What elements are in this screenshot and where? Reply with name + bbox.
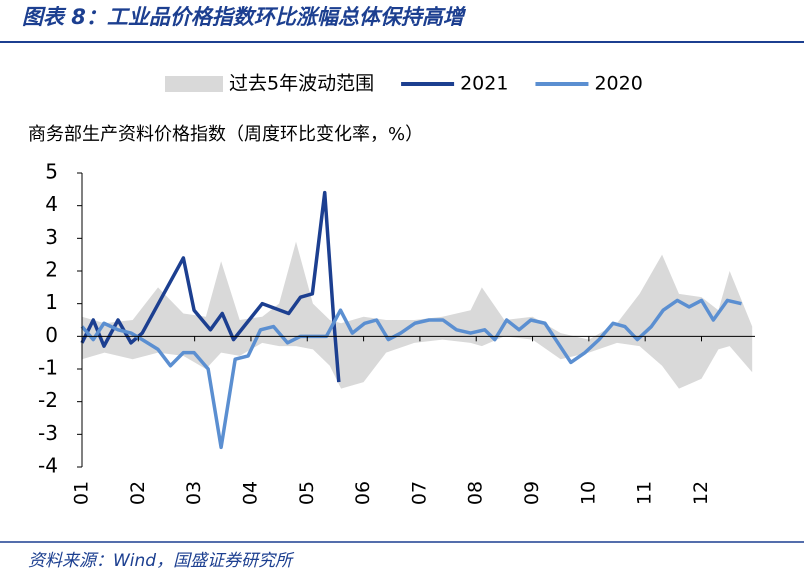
x-tick-label: 09 (521, 481, 543, 505)
y-tick-label: 5 (45, 160, 58, 184)
x-tick-label: 08 (465, 481, 487, 505)
legend-swatch (165, 76, 223, 92)
y-axis-label: 商务部生产资料价格指数（周度环比变化率，%） (28, 124, 423, 145)
x-tick-label: 12 (690, 481, 712, 505)
y-tick-label: -1 (38, 356, 58, 380)
x-tick-label: 05 (296, 481, 318, 505)
x-tick-label: 02 (127, 481, 149, 505)
x-tick-label: 03 (183, 481, 205, 505)
x-tick-label: 01 (71, 481, 93, 505)
x-tick-label: 10 (577, 481, 599, 505)
y-tick-label: -3 (38, 421, 58, 445)
source: 资料来源：Wind，国盛证券研究所 (28, 551, 295, 571)
x-tick-label: 06 (352, 481, 374, 505)
page-title: 图表 8：工业品价格指数环比涨幅总体保持高增 (22, 5, 467, 29)
y-tick-label: 1 (45, 290, 58, 314)
y-tick-label: -4 (38, 454, 58, 478)
line-2020 (80, 298, 742, 450)
y-tick-label: 3 (45, 225, 58, 249)
line-2021 (80, 190, 341, 383)
legend-label: 2021 (460, 73, 508, 95)
legend-label: 过去5年波动范围 (229, 73, 374, 95)
x-tick-label: 04 (239, 481, 261, 505)
x-tick-label: 07 (408, 481, 430, 505)
y-tick-label: 0 (45, 323, 58, 347)
y-tick-label: 4 (45, 192, 58, 216)
y-tick-label: -2 (38, 388, 58, 412)
y-tick-label: 2 (45, 258, 58, 282)
range-band (82, 241, 753, 389)
x-tick-label: 11 (634, 481, 656, 505)
legend-label: 2020 (594, 73, 642, 95)
